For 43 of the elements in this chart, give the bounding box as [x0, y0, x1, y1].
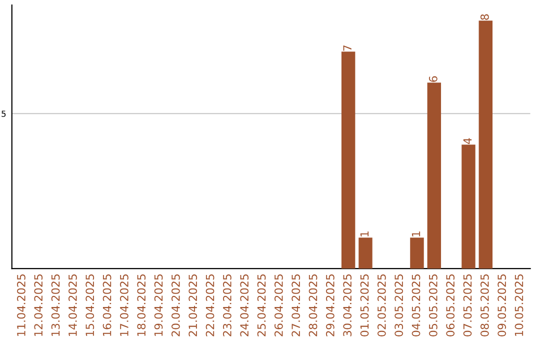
- x-tick-label: 18.04.2025: [137, 274, 146, 336]
- x-tick-label: 13.04.2025: [51, 274, 60, 336]
- x-tick-label: 26.04.2025: [274, 274, 283, 336]
- x-tick-label: 25.04.2025: [257, 274, 266, 336]
- data-label: 8: [480, 14, 489, 20]
- x-tick-label: 14.04.2025: [68, 274, 77, 336]
- bar: [410, 238, 424, 269]
- bar: [462, 144, 476, 269]
- data-label: 4: [463, 138, 472, 144]
- data-label: 6: [428, 76, 438, 82]
- x-tick-label: 05.05.2025: [428, 274, 438, 336]
- x-tick-label: 06.05.2025: [446, 274, 455, 336]
- x-tick-label: 08.05.2025: [480, 274, 489, 336]
- x-tick-label: 02.05.2025: [377, 274, 386, 336]
- x-tick-label: 04.05.2025: [412, 274, 420, 336]
- data-label: 7: [343, 45, 352, 51]
- x-tick-label: 30.04.2025: [343, 274, 352, 336]
- x-tick-label: 23.04.2025: [222, 274, 232, 336]
- x-tick-label: 27.04.2025: [292, 274, 300, 336]
- x-tick-label: 22.04.2025: [206, 274, 214, 336]
- bar: [358, 238, 372, 269]
- data-label: 1: [412, 232, 420, 236]
- y-tick-label: 5: [2, 110, 6, 117]
- x-tick-label: 19.04.2025: [154, 274, 163, 336]
- x-tick-label: 07.05.2025: [463, 274, 472, 336]
- x-tick-label: 17.04.2025: [120, 274, 128, 336]
- x-tick-label: 29.04.2025: [326, 274, 334, 336]
- x-tick-label: 12.04.2025: [34, 274, 43, 336]
- data-label: 1: [360, 232, 369, 236]
- x-tick-label: 16.04.2025: [102, 274, 112, 336]
- x-tick-label: 10.05.2025: [514, 274, 524, 336]
- x-tick-label: 28.04.2025: [308, 274, 318, 336]
- x-tick-label: 01.05.2025: [360, 274, 369, 336]
- bar: [427, 82, 442, 269]
- x-tick-label: 20.04.2025: [171, 274, 180, 336]
- x-tick-label: 21.04.2025: [188, 274, 198, 336]
- bar: [478, 20, 493, 269]
- x-tick-label: 03.05.2025: [394, 274, 404, 336]
- x-tick-label: 09.05.2025: [498, 274, 506, 336]
- bar: [341, 52, 356, 269]
- x-tick-label: 24.04.2025: [240, 274, 249, 336]
- x-tick-label: 11.04.2025: [17, 274, 26, 336]
- x-tick-label: 15.04.2025: [86, 274, 94, 336]
